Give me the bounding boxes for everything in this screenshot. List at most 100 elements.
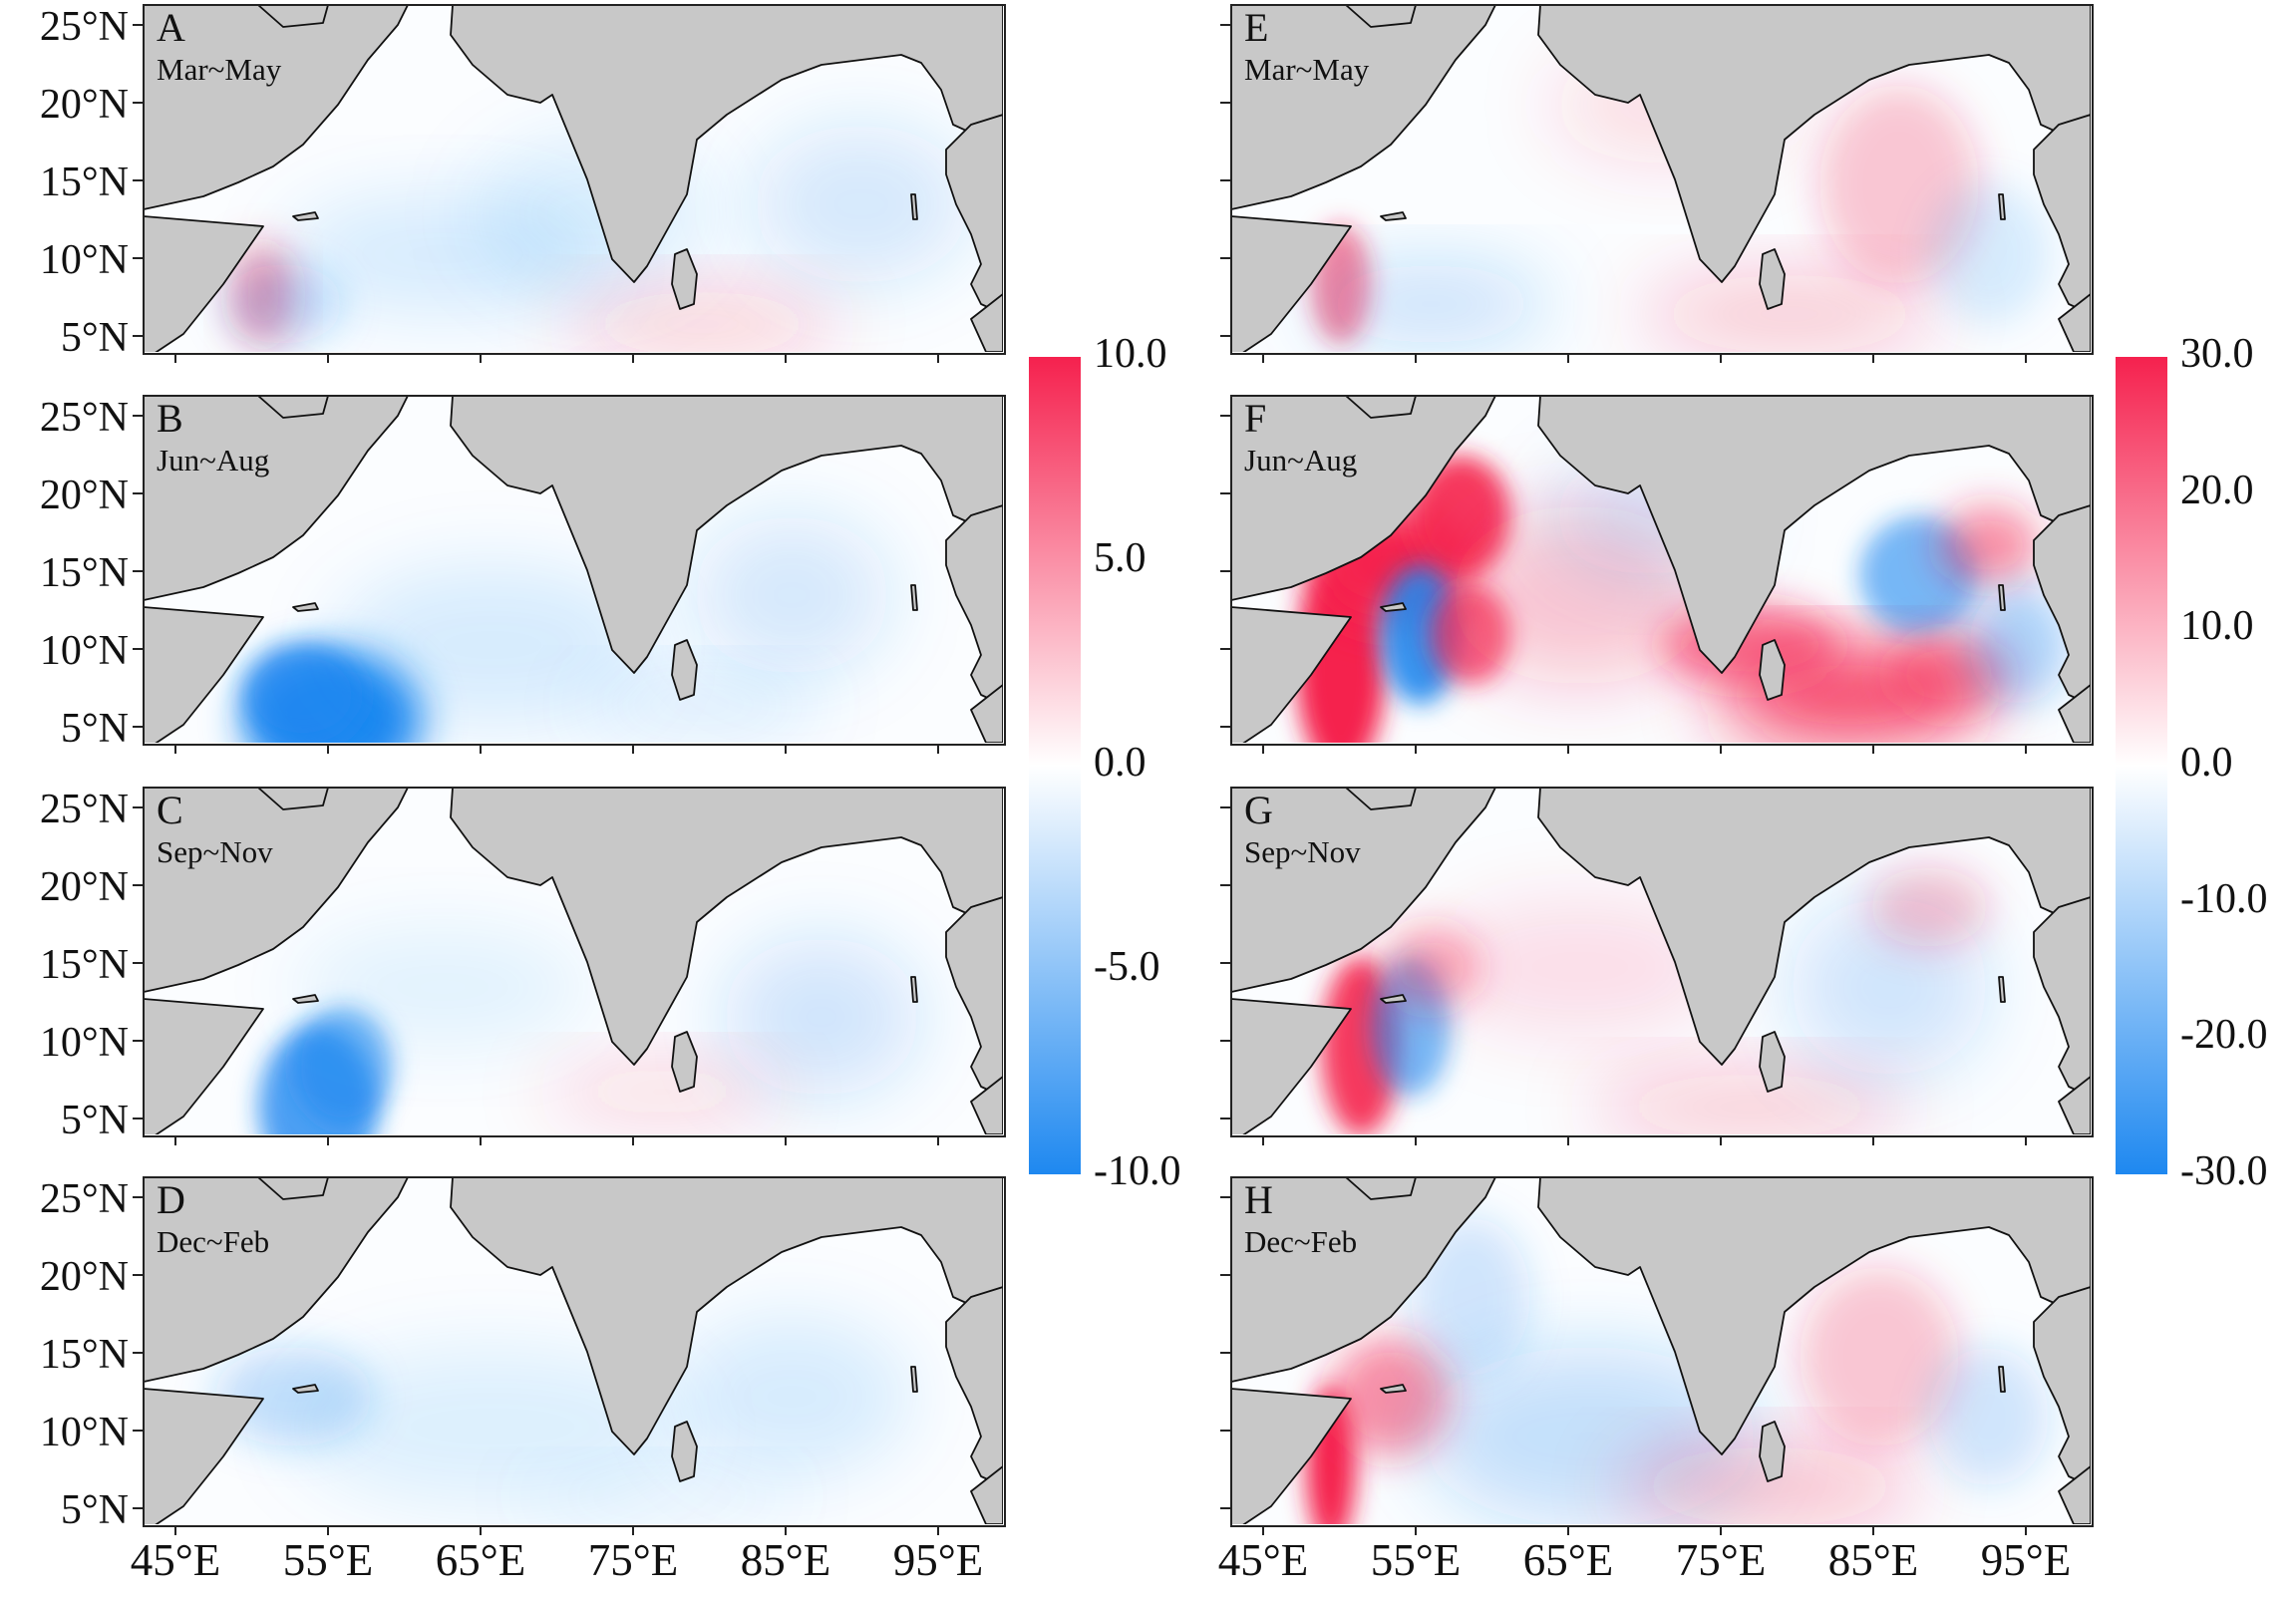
negative-anomaly [522,1471,802,1521]
negative-anomaly [1411,1217,1530,1377]
colorbar-label: 20.0 [2180,467,2254,513]
lon-tick [937,1525,939,1535]
lat-tick [133,1118,143,1120]
land-mass [2033,1286,2091,1487]
land-mass [2058,293,2091,352]
land-mass [1759,1031,1786,1093]
negative-anomaly [672,1317,911,1476]
lon-tick [937,353,939,363]
land-mass [1998,584,2006,611]
lon-tick [1567,353,1569,363]
positive-anomaly [1800,1267,1959,1446]
lon-tick [1415,353,1417,363]
longitude-label: 75°E [1675,1535,1767,1585]
longitude-label: 95°E [892,1535,984,1585]
lon-tick [1872,353,1874,363]
map-canvas [1231,1177,2091,1524]
panel-letter: C [157,788,183,832]
lon-tick [480,744,482,754]
colorbar-label: 10.0 [2180,603,2254,650]
lat-tick [133,570,143,572]
map-panel-a: A Mar~May [143,4,1006,355]
lat-tick [133,492,143,494]
latitude-label: 5°N [60,315,129,361]
map-canvas [144,396,1003,743]
lon-tick [785,744,787,754]
colorbar-label: -30.0 [2180,1148,2268,1194]
latitude-label: 25°N [39,4,129,50]
lat-tick [133,648,143,650]
map-panel-e: E Mar~May [1230,4,2094,355]
land-mass [292,602,319,612]
lon-tick [1262,744,1264,754]
panel-letter: E [1244,5,1269,50]
colorbar-label: -20.0 [2180,1012,2268,1059]
negative-anomaly [1929,184,2049,324]
land-mass [910,976,918,1003]
land-mass [910,584,918,611]
lat-tick [1220,257,1230,259]
lon-tick [1262,353,1264,363]
map-panel-g: G Sep~Nov [1230,787,2094,1137]
land-mass [144,1177,409,1383]
negative-anomaly [1311,264,1550,344]
map-canvas [144,5,1003,352]
panel-season: Sep~Nov [1244,834,1361,869]
colorbar-label: 0.0 [1094,740,1147,786]
land-mass [671,639,698,701]
lat-tick [133,415,143,417]
land-mass [2033,114,2091,315]
land-mass [910,193,918,220]
lat-tick [1220,1430,1230,1432]
lon-tick [1872,1525,1874,1535]
land-mass [671,248,698,310]
lon-tick [785,353,787,363]
land-mass [671,1421,698,1482]
lat-tick [133,335,143,337]
lon-tick [1415,744,1417,754]
land-mass [671,1031,698,1093]
panel-letter: H [1244,1177,1273,1222]
lat-tick [133,102,143,104]
panel-season: Jun~Aug [1244,443,1358,478]
latitude-label: 10°N [39,1410,129,1455]
latitude-label: 15°N [39,942,129,988]
negative-anomaly [582,675,821,735]
lat-tick [1220,415,1230,417]
colorbar-label: 5.0 [1094,535,1147,581]
colorbar-label: 0.0 [2180,740,2233,786]
negative-anomaly [1929,1347,2049,1486]
latitude-label: 5°N [60,706,129,752]
panel-letter: A [157,5,185,50]
lat-tick [133,1430,143,1432]
land-mass [144,788,409,993]
land-mass [2058,684,2091,743]
land-mass [945,504,1003,706]
lon-tick [937,1135,939,1145]
latitude-label: 20°N [39,473,129,518]
positive-anomaly [1869,867,1989,947]
negative-anomaly [752,125,971,284]
panel-letter: G [1244,788,1273,832]
negative-anomaly [293,927,592,1047]
lat-tick [1220,492,1230,494]
negative-anomaly [283,194,602,314]
panel-season: Mar~May [1244,52,1370,87]
land-mass [1759,1421,1786,1482]
positive-anomaly [1620,1446,1919,1524]
lat-tick [133,1352,143,1354]
land-mass [144,606,264,743]
lat-tick [1220,726,1230,728]
panel-season: Jun~Aug [157,443,270,478]
negative-anomaly [1381,565,1461,705]
land-mass [1231,788,1496,993]
lat-tick [1220,335,1230,337]
latitude-label: 5°N [60,1487,129,1533]
lon-tick [174,353,176,363]
positive-anomaly [1431,897,1730,1037]
map-canvas [144,788,1003,1134]
land-mass [144,215,264,352]
latitude-label: 20°N [39,864,129,910]
latitude-label: 20°N [39,82,129,128]
land-mass [970,293,1003,352]
